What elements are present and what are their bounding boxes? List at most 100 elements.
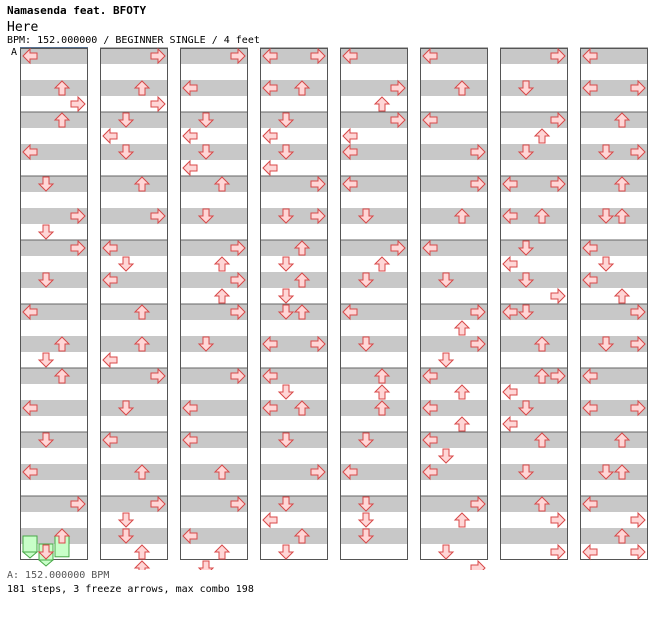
up-arrow-icon — [213, 256, 231, 272]
left-arrow-icon — [422, 47, 438, 65]
right-arrow-icon — [230, 239, 246, 257]
down-arrow-icon — [197, 560, 215, 570]
right-arrow-icon — [630, 303, 646, 321]
beat-stripe — [500, 368, 568, 384]
left-arrow-icon — [582, 239, 598, 257]
right-arrow-icon — [230, 271, 246, 289]
beat-stripe — [580, 304, 648, 320]
up-arrow-icon — [533, 336, 551, 352]
beat-stripe — [340, 144, 408, 160]
beat-stripe — [180, 464, 248, 480]
beat-stripe — [340, 208, 408, 224]
left-arrow-icon — [182, 527, 198, 545]
beat-stripe — [500, 256, 568, 272]
beat-stripe — [580, 320, 648, 336]
beat-stripe — [500, 320, 568, 336]
column-border — [580, 48, 648, 560]
left-arrow-icon — [502, 207, 518, 225]
beat-stripe — [100, 176, 168, 192]
beat-stripe — [260, 128, 328, 144]
beat-stripe — [340, 400, 408, 416]
beat-stripe — [20, 496, 88, 512]
beat-stripe — [340, 416, 408, 432]
down-arrow-icon — [517, 80, 535, 96]
beat-stripe — [180, 48, 248, 64]
down-arrow-icon — [437, 352, 455, 368]
left-arrow-icon — [182, 127, 198, 145]
beat-stripe — [500, 160, 568, 176]
beat-stripe — [420, 208, 488, 224]
down-arrow-icon — [117, 512, 135, 528]
beat-stripe — [100, 240, 168, 256]
right-arrow-icon — [470, 175, 486, 193]
down-arrow-icon — [517, 272, 535, 288]
beat-stripe — [500, 224, 568, 240]
beat-stripe — [420, 224, 488, 240]
down-arrow-icon — [197, 208, 215, 224]
beat-stripe — [420, 48, 488, 64]
beat-stripe — [180, 240, 248, 256]
stats-line: 181 steps, 3 freeze arrows, max combo 19… — [7, 584, 254, 595]
up-arrow-icon — [53, 368, 71, 384]
beat-stripe — [20, 288, 88, 304]
up-arrow-icon — [453, 208, 471, 224]
down-arrow-icon — [277, 496, 295, 512]
beat-stripe — [20, 416, 88, 432]
beat-stripe — [340, 224, 408, 240]
beat-stripe — [100, 336, 168, 352]
beat-stripe — [100, 432, 168, 448]
right-arrow-icon — [310, 335, 326, 353]
song-subtitle: Here — [7, 20, 39, 35]
up-arrow-icon — [133, 304, 151, 320]
beat-stripe — [500, 432, 568, 448]
right-arrow-icon — [310, 175, 326, 193]
beat-stripe — [580, 272, 648, 288]
beat-stripe — [420, 432, 488, 448]
left-arrow-icon — [502, 383, 518, 401]
beat-stripe — [20, 432, 88, 448]
beat-stripe — [500, 144, 568, 160]
beat-stripe — [420, 80, 488, 96]
beat-stripe — [500, 96, 568, 112]
down-arrow-icon — [197, 336, 215, 352]
beat-stripe — [20, 224, 88, 240]
beat-stripe — [340, 448, 408, 464]
beat-stripe — [420, 144, 488, 160]
up-arrow-icon — [53, 336, 71, 352]
beat-stripe — [260, 368, 328, 384]
beat-stripe — [580, 144, 648, 160]
beat-stripe — [340, 80, 408, 96]
beat-stripe — [420, 240, 488, 256]
beat-stripe — [100, 64, 168, 80]
up-arrow-icon — [293, 400, 311, 416]
up-arrow-icon — [293, 272, 311, 288]
up-arrow-icon — [613, 432, 631, 448]
beat-stripe — [260, 336, 328, 352]
down-arrow-icon — [357, 528, 375, 544]
beat-stripe — [420, 176, 488, 192]
beat-stripe — [580, 432, 648, 448]
down-arrow-icon — [277, 256, 295, 272]
beat-stripe — [20, 64, 88, 80]
right-arrow-icon — [470, 335, 486, 353]
beat-stripe — [180, 128, 248, 144]
right-arrow-icon — [470, 559, 486, 570]
beat-stripe — [500, 416, 568, 432]
beat-stripe — [260, 224, 328, 240]
left-arrow-icon — [102, 351, 118, 369]
up-arrow-icon — [133, 336, 151, 352]
beat-stripe — [420, 272, 488, 288]
beat-stripe — [500, 304, 568, 320]
up-arrow-icon — [373, 256, 391, 272]
up-arrow-icon — [373, 400, 391, 416]
beat-stripe — [260, 272, 328, 288]
left-arrow-icon — [582, 495, 598, 513]
beat-stripe — [260, 432, 328, 448]
down-arrow-icon — [277, 384, 295, 400]
beat-stripe — [500, 384, 568, 400]
beat-stripe — [340, 480, 408, 496]
beat-stripe — [420, 128, 488, 144]
left-arrow-icon — [342, 175, 358, 193]
beat-stripe — [580, 384, 648, 400]
bpm-line: A: 152.000000 BPM — [7, 570, 110, 581]
